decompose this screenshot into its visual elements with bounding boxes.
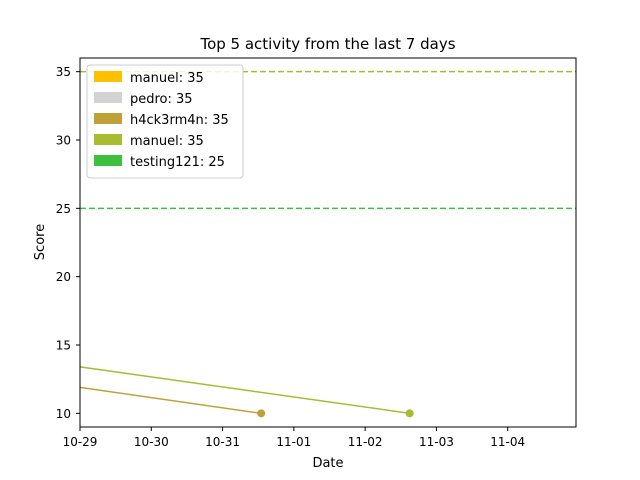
legend-swatch <box>94 92 122 103</box>
x-tick-label: 10-29 <box>63 435 98 449</box>
legend-box <box>86 64 244 179</box>
series-1-point-1 <box>405 409 414 418</box>
series-line-1 <box>79 366 410 415</box>
y-axis: 10 15 20 25 30 35 <box>56 65 80 421</box>
legend-swatch <box>94 134 122 145</box>
y-tick-label: 30 <box>56 134 71 148</box>
plot-frame <box>79 57 577 428</box>
x-axis: 10-29 10-30 10-31 11-01 11-02 11-03 11-04 <box>63 427 525 449</box>
legend: manuel: 35 pedro: 35 h4ck3rm4n: 35 manuel: … <box>86 64 244 179</box>
legend-swatch <box>94 71 122 82</box>
y-tick-label: 15 <box>56 339 71 353</box>
x-tick-label: 11-01 <box>276 435 311 449</box>
legend-label: h4ck3rm4n: 35 <box>130 113 229 128</box>
x-tick-label: 11-03 <box>419 435 454 449</box>
x-axis-label: Date <box>312 456 343 471</box>
legend-swatch <box>94 113 122 124</box>
legend-label: testing121: 25 <box>130 155 225 170</box>
x-tick-label: 10-31 <box>205 435 240 449</box>
chart-title: Top 5 activity from the last 7 days <box>199 35 455 53</box>
y-tick-label: 35 <box>56 65 71 79</box>
y-tick-label: 25 <box>56 202 71 216</box>
legend-label: manuel: 35 <box>130 134 204 149</box>
series-0-point-1 <box>257 409 266 418</box>
legend-label: manuel: 35 <box>130 71 204 86</box>
y-tick-label: 20 <box>56 270 71 284</box>
y-axis-label: Score <box>33 224 48 260</box>
legend-swatch <box>94 155 122 166</box>
x-tick-label: 11-02 <box>348 435 383 449</box>
y-tick-label: 10 <box>56 407 71 421</box>
x-tick-label: 10-30 <box>134 435 169 449</box>
x-tick-label: 11-04 <box>490 435 525 449</box>
legend-label: pedro: 35 <box>130 92 193 107</box>
series-line-0 <box>79 386 262 415</box>
